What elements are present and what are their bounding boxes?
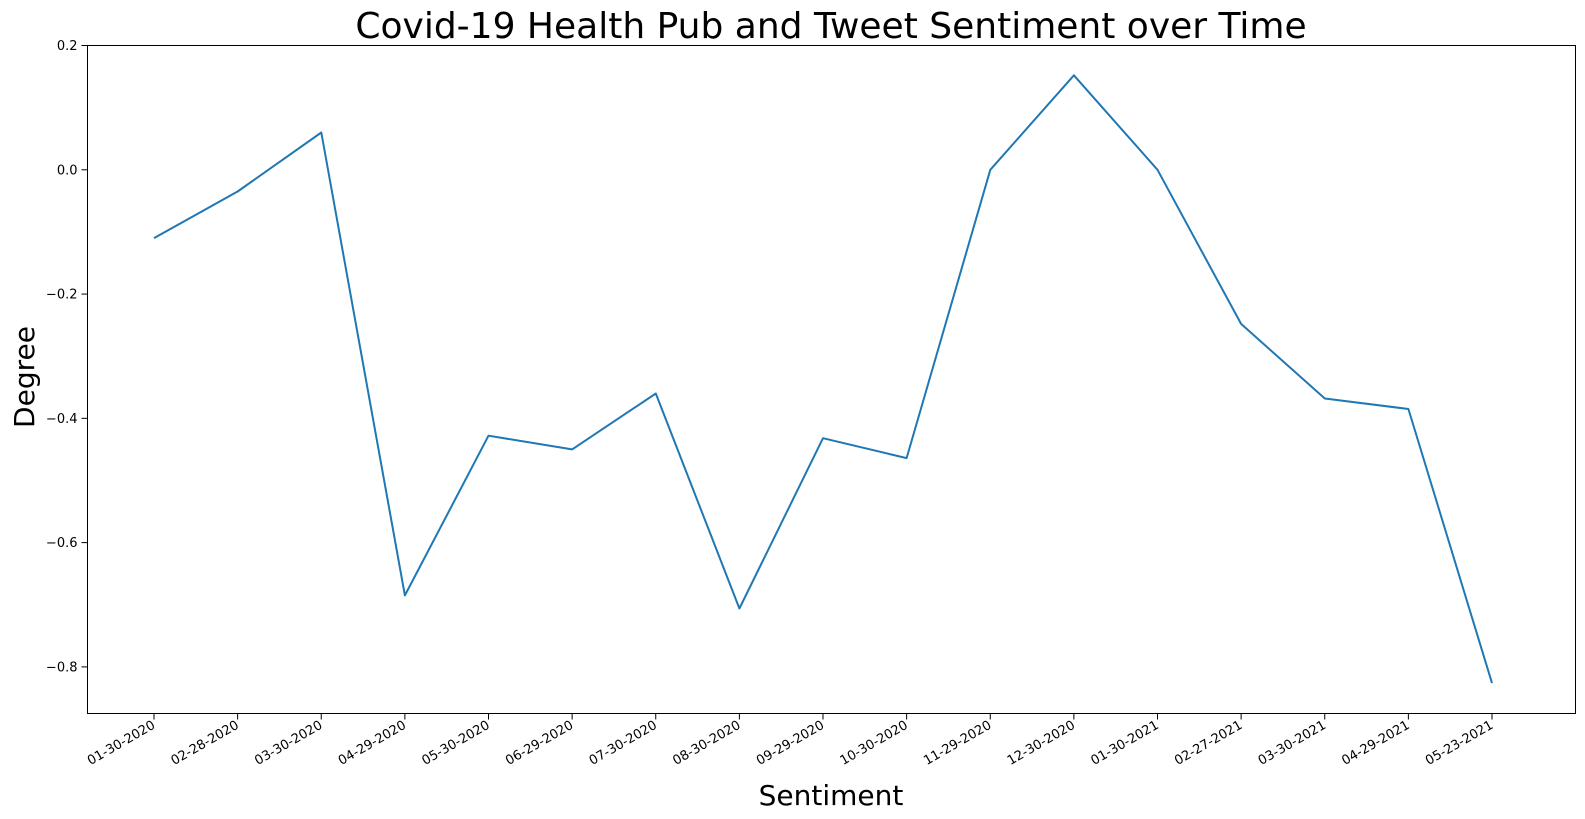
x-tick-label: 06-29-2020: [503, 718, 576, 769]
y-axis: 0.2 0.0 −0.2 −0.4 −0.6 −0.8: [46, 39, 88, 675]
x-tick-label: 01-30-2021: [1089, 718, 1162, 769]
x-tick-label: 10-30-2020: [838, 718, 911, 769]
y-tick-label: −0.8: [46, 660, 78, 675]
x-tick-label: 02-27-2021: [1172, 718, 1245, 769]
x-axis-label: Sentiment: [759, 779, 904, 812]
series-line: [153, 74, 1493, 684]
x-tick-label: 05-30-2020: [420, 718, 493, 769]
x-tick-label: 07-30-2020: [587, 718, 660, 769]
x-tick-label: 03-30-2020: [252, 718, 325, 769]
y-tick-label: −0.4: [46, 412, 78, 427]
chart-title: Covid-19 Health Pub and Tweet Sentiment …: [355, 6, 1306, 47]
x-tick-label: 08-30-2020: [670, 718, 743, 769]
x-tick-label: 04-29-2020: [336, 718, 409, 769]
series-layer: [153, 74, 1493, 684]
x-tick-label: 12-30-2020: [1005, 718, 1078, 769]
y-tick-label: −0.6: [46, 536, 78, 551]
x-tick-label: 05-23-2021: [1423, 718, 1496, 769]
x-tick-label: 11-29-2020: [921, 718, 994, 769]
y-tick-label: 0.0: [57, 163, 78, 178]
y-tick-label: 0.2: [57, 39, 78, 54]
x-tick-label: 01-30-2020: [85, 718, 158, 769]
x-tick-label: 09-29-2020: [754, 718, 827, 769]
x-axis: 01-30-2020 02-28-2020 03-30-2020 04-29-2020…: [85, 713, 1496, 769]
x-tick-label: 03-30-2021: [1256, 718, 1329, 769]
y-tick-label: −0.2: [46, 288, 78, 303]
y-axis-label: Degree: [8, 326, 41, 428]
plot-area-frame: [87, 45, 1576, 714]
x-tick-label: 02-28-2020: [169, 718, 242, 769]
x-tick-label: 04-29-2021: [1339, 718, 1412, 769]
